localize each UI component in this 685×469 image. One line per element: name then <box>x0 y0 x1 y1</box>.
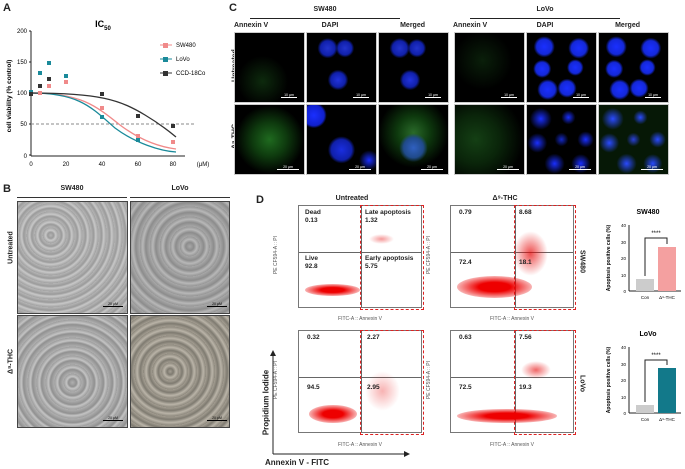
svg-text:Con: Con <box>641 417 650 422</box>
svg-text:Con: Con <box>641 295 650 300</box>
ic50-chart: IC50 200 150 100 50 0 0 20 40 60 80 (μM) cell via… <box>6 19 209 168</box>
micrograph-lovo-untreated-annexin: 10 μm <box>454 32 525 103</box>
flow-row-sw480: SW480 <box>578 250 586 273</box>
svg-text:0: 0 <box>29 162 33 168</box>
svg-text:SW480: SW480 <box>637 209 660 216</box>
svg-text:Apoptosis positive cells (%): Apoptosis positive cells (%) <box>606 224 612 291</box>
apoptosis-bar-charts: SW480 Apoptosis positive cells (%) 40 30 2… <box>606 209 681 422</box>
row-label-thc: Δ⁹-THC <box>7 348 15 375</box>
svg-text:LoVo: LoVo <box>640 331 657 338</box>
svg-text:10: 10 <box>621 273 627 278</box>
svg-text:0: 0 <box>623 289 626 294</box>
row-label-untreated: Untreated <box>7 231 15 264</box>
propidium-iodide-axis-label: Propidium Iodide <box>261 369 271 436</box>
phase-image-lovo-untreated: 20 μM <box>130 201 230 314</box>
svg-text:IC50: IC50 <box>95 19 111 32</box>
micrograph-lovo-thc-annexin: 20 μm <box>454 104 525 175</box>
svg-text:60: 60 <box>135 162 142 168</box>
panel-label-b: B <box>3 183 11 195</box>
svg-text:cell viability (% control): cell viability (% control) <box>6 60 13 133</box>
flow-x-axis-label: FITC-A :: Annexin V <box>338 442 382 448</box>
micrograph-lovo-untreated-merged: 10 μm <box>598 32 669 103</box>
column-lovo-header: LoVo <box>171 185 189 192</box>
svg-text:Δ⁹-THC: Δ⁹-THC <box>659 417 675 422</box>
svg-text:40: 40 <box>621 345 627 350</box>
phase-image-sw480-untreated: 20 μM <box>17 201 128 314</box>
svg-text:0: 0 <box>24 154 28 160</box>
micrograph-sw480-untreated-annexin: 10 μm <box>234 32 305 103</box>
channel-merged-header: Merged <box>615 22 640 29</box>
panel-label-a: A <box>3 2 11 14</box>
channel-dapi-header: DAPI <box>321 22 339 29</box>
micrograph-lovo-thc-merged: 20 μm <box>598 104 669 175</box>
micrograph-sw480-untreated-merged: 10 μm <box>378 32 449 103</box>
panel-label-c: C <box>229 2 237 14</box>
svg-text:LoVo: LoVo <box>176 57 190 63</box>
group-lovo-header: LoVo <box>536 6 554 13</box>
svg-text:Apoptosis positive cells (%): Apoptosis positive cells (%) <box>606 346 612 413</box>
flow-x-axis-label: FITC-A :: Annexin V <box>490 442 534 448</box>
svg-text:20: 20 <box>621 378 627 383</box>
svg-text:200: 200 <box>17 29 28 35</box>
svg-text:(μM): (μM) <box>197 162 209 168</box>
flow-plot-sw480-thc: 0.79 8.68 72.4 18.1 <box>450 205 576 310</box>
svg-text:Δ⁹-THC: Δ⁹-THC <box>659 295 675 300</box>
micrograph-sw480-thc-dapi: 20 μm <box>306 104 377 175</box>
flow-column-thc: Δ⁹-THC <box>492 195 518 202</box>
flow-y-axis-label: PE CF594-A :: PI <box>426 360 433 400</box>
flow-plot-sw480-untreated: Dead 0.13 Late apoptosis 1.32 Live 92.8 Ear… <box>298 205 424 310</box>
flow-column-untreated: Untreated <box>335 195 369 202</box>
annexin-pi-axes-arrows <box>270 350 410 457</box>
svg-text:CCD-18Co: CCD-18Co <box>176 71 206 77</box>
svg-text:50: 50 <box>20 122 27 128</box>
column-sw480-header: SW480 <box>60 185 84 192</box>
micrograph-lovo-thc-dapi: 20 μm <box>526 104 597 175</box>
svg-text:SW480: SW480 <box>176 43 196 49</box>
svg-text:80: 80 <box>170 162 177 168</box>
flow-y-axis-label: PE CF594-A :: PI <box>426 235 433 275</box>
phase-image-sw480-thc: 20 μM <box>17 315 128 428</box>
flow-x-axis-label: FITC-A :: Annexin V <box>338 316 382 322</box>
svg-text:30: 30 <box>621 362 627 367</box>
svg-text:40: 40 <box>621 223 627 228</box>
micrograph-sw480-untreated-dapi: 10 μm <box>306 32 377 103</box>
svg-text:****: **** <box>651 353 661 359</box>
svg-text:40: 40 <box>99 162 106 168</box>
svg-text:0: 0 <box>623 411 626 416</box>
flow-x-axis-label: FITC-A :: Annexin V <box>490 316 534 322</box>
svg-text:20: 20 <box>621 256 627 261</box>
svg-text:10: 10 <box>621 395 627 400</box>
svg-text:20: 20 <box>63 162 70 168</box>
channel-dapi-header: DAPI <box>536 22 554 29</box>
panel-label-d: D <box>256 194 264 206</box>
micrograph-lovo-untreated-dapi: 10 μm <box>526 32 597 103</box>
svg-text:150: 150 <box>17 60 28 66</box>
flow-y-axis-label: PE CF594-A :: PI <box>273 235 280 275</box>
annexin-fitc-axis-label: Annexin V - FITC <box>265 458 329 467</box>
channel-annexin-header: Annexin V <box>453 22 488 29</box>
micrograph-sw480-thc-merged: 20 μm <box>378 104 449 175</box>
phase-image-lovo-thc: 20 μM <box>130 315 230 428</box>
flow-plot-lovo-thc: 0.63 7.56 72.5 19.3 <box>450 330 576 435</box>
micrograph-sw480-thc-annexin: 20 μm <box>234 104 305 175</box>
channel-merged-header: Merged <box>400 22 425 29</box>
svg-text:30: 30 <box>621 240 627 245</box>
flow-plot-lovo-untreated: 0.32 2.27 94.5 2.95 <box>298 330 424 435</box>
channel-annexin-header: Annexin V <box>234 22 269 29</box>
group-sw480-header: SW480 <box>313 6 337 13</box>
svg-text:****: **** <box>651 231 661 237</box>
svg-text:100: 100 <box>17 91 28 97</box>
flow-row-lovo: LoVo <box>578 375 586 392</box>
